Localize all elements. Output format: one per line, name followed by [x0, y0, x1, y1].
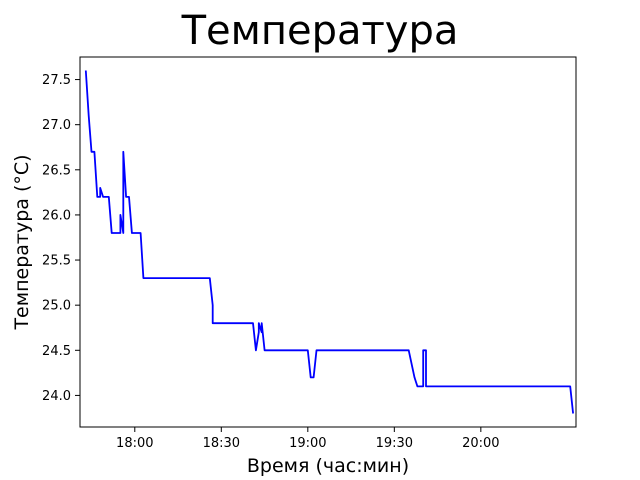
x-tick-label: 19:30 — [376, 436, 413, 451]
x-tick-label: 19:00 — [289, 436, 326, 451]
y-tick-label: 26.0 — [42, 208, 71, 223]
x-tick-label: 18:00 — [116, 436, 153, 451]
x-axis-label: Время (час:мин) — [247, 455, 409, 477]
y-tick-label: 24.5 — [42, 344, 71, 359]
y-axis: 24.0 24.5 25.0 25.5 26.0 26.5 27.0 27.5 — [42, 73, 80, 404]
chart-title: Температура — [181, 8, 459, 54]
x-tick-label: 18:30 — [203, 436, 240, 451]
y-tick-label: 24.0 — [42, 389, 71, 404]
y-tick-label: 25.5 — [42, 254, 71, 269]
plot-frame — [79, 56, 577, 428]
temperature-series-line — [84, 70, 574, 414]
y-tick-label: 27.0 — [42, 118, 71, 133]
y-axis-label: Температура (°C) — [11, 154, 33, 330]
y-tick-label: 27.5 — [42, 73, 71, 88]
y-tick-label: 26.5 — [42, 163, 71, 178]
x-tick-label: 20:00 — [462, 436, 499, 451]
y-tick-label: 25.0 — [42, 299, 71, 314]
x-axis: 18:00 18:30 19:00 19:30 20:00 — [116, 427, 500, 451]
